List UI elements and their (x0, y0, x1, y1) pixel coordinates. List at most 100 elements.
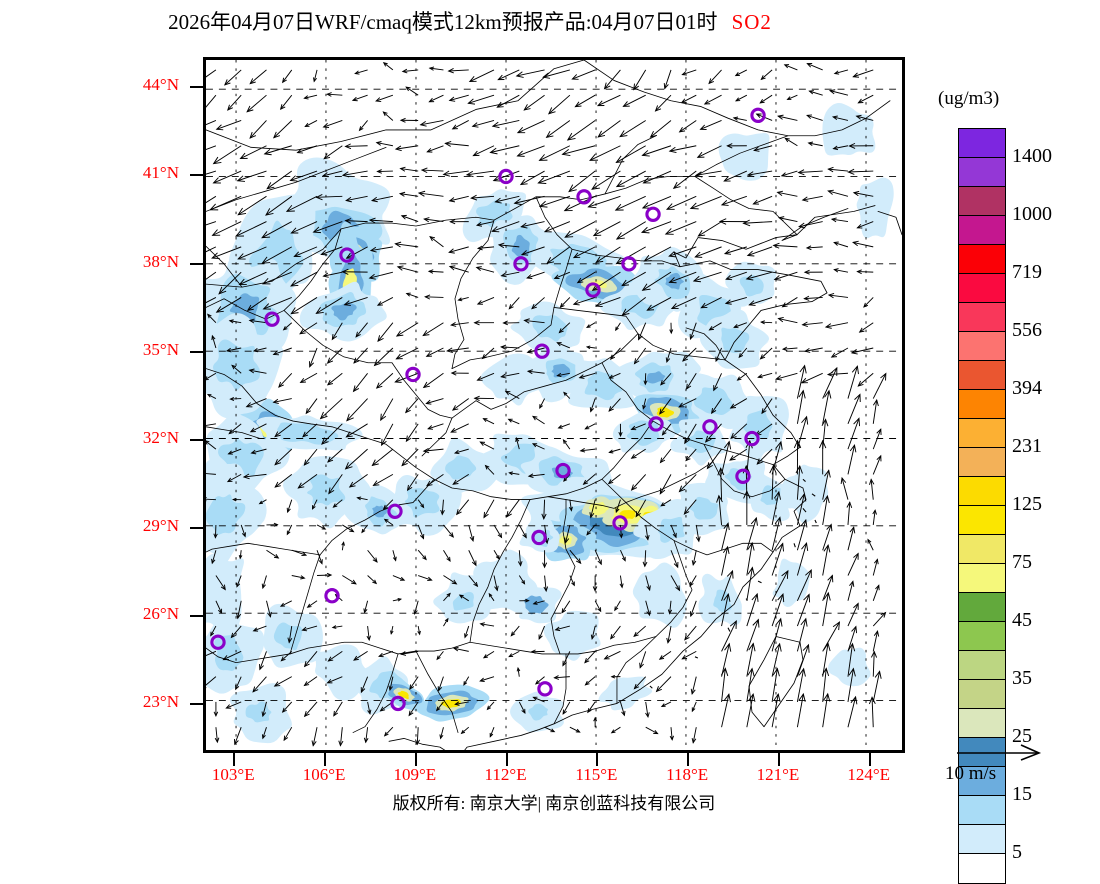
wind-vector-arrow (660, 474, 671, 493)
wind-vector-arrow (378, 323, 393, 341)
lat-tick-mark (190, 263, 203, 265)
wind-vector-arrow (419, 191, 443, 196)
wind-vector-arrow (304, 95, 317, 99)
wind-vector-arrow (519, 525, 526, 538)
wind-vector-arrow (782, 171, 798, 176)
wind-vector-arrow (670, 146, 696, 153)
wind-vector-arrow (327, 93, 342, 97)
wind-vector-arrow (443, 550, 450, 561)
wind-vector-arrow (609, 449, 620, 453)
city-marker[interactable] (647, 208, 659, 220)
wind-vector-arrow (490, 727, 494, 737)
wind-vector-arrow (393, 550, 396, 560)
coastal-island-4 (794, 543, 795, 547)
colorbar-band-8 (959, 361, 1005, 390)
colorbar-tick-394: 394 (1012, 378, 1042, 398)
wind-vector-arrow (443, 525, 453, 537)
wind-vector-arrow (368, 550, 377, 562)
wind-vector-arrow (620, 576, 623, 588)
wind-vector-arrow (353, 95, 368, 101)
wind-vector-arrow (774, 243, 798, 248)
wind-vector-arrow (509, 651, 519, 656)
wind-vector-arrow (667, 626, 671, 643)
wind-vector-arrow (283, 70, 292, 82)
wind-vector-arrow (761, 321, 772, 324)
wind-vector-arrow (430, 237, 443, 247)
wind-vector-arrow (347, 399, 368, 421)
wind-vector-arrow (798, 170, 822, 175)
wind-vector-arrow (787, 95, 797, 99)
wind-vector-arrow (590, 146, 620, 161)
wind-vector-arrow (376, 95, 393, 101)
wind-vector-arrow (734, 117, 747, 120)
wind-vector-arrow (873, 613, 885, 626)
concentration-contour-5 (598, 677, 652, 711)
wind-vector-arrow (680, 120, 697, 131)
colorbar-band-7 (959, 332, 1005, 361)
colorbar-band-13 (959, 506, 1005, 535)
wind-vector-arrow (587, 323, 595, 328)
wind-vector-arrow (418, 550, 426, 559)
wind-vector-arrow (785, 138, 797, 145)
wind-vector-arrow (217, 120, 241, 129)
wind-vector-arrow (682, 70, 696, 75)
wind-vector-arrow (452, 371, 469, 375)
colorbar-band-1 (959, 158, 1005, 187)
wind-vector-arrow (440, 727, 444, 738)
wind-vector-arrow (532, 650, 545, 653)
colorbar-tick-35: 35 (1012, 668, 1032, 688)
lon-tick-label-106: 106°E (284, 765, 364, 785)
lon-tick-mark (506, 753, 508, 766)
wind-vector-arrow (722, 196, 747, 205)
wind-vector-arrow (611, 626, 621, 639)
colorbar-band-2 (959, 187, 1005, 216)
colorbar-tick-231: 231 (1012, 436, 1042, 456)
coastal-island-9 (650, 686, 652, 688)
wind-vector-arrow (873, 429, 881, 449)
colorbar-tick-556: 556 (1012, 320, 1042, 340)
wind-vector-arrow (403, 69, 418, 73)
wind-vector-arrow (524, 95, 544, 110)
wind-vector-arrow (569, 171, 595, 192)
wind-vector-arrow (554, 676, 569, 680)
wind-vector-arrow (873, 631, 878, 651)
wind-vector-arrow (214, 171, 242, 183)
wind-vector-arrow (585, 651, 595, 662)
wind-vector-arrow (805, 270, 823, 274)
wind-vector-arrow (206, 70, 216, 81)
wind-vector-arrow (562, 601, 570, 613)
wind-vector-arrow (698, 146, 722, 158)
colorbar-band-6 (959, 303, 1005, 332)
wind-vector-arrow (423, 323, 443, 336)
wind-vector-arrow (478, 297, 494, 304)
wind-vector-arrow (598, 95, 620, 105)
wind-vector-arrow (225, 70, 241, 85)
wind-vector-arrow (214, 146, 242, 164)
wind-vector-arrow (797, 619, 807, 652)
wind-vector-arrow (873, 456, 881, 475)
wind-vector-arrow (317, 573, 331, 577)
wind-vector-arrow (695, 247, 721, 258)
wind-vector-arrow (761, 348, 773, 359)
city-marker[interactable] (539, 683, 551, 695)
forecast-map[interactable] (203, 57, 905, 753)
wind-vector-arrow (381, 399, 393, 421)
coastal-island-3 (815, 520, 816, 523)
wind-vector-arrow (858, 373, 873, 386)
wind-scale-key: 10 m/s (945, 743, 1095, 793)
wind-vector-arrow (709, 70, 721, 83)
coastal-island-7 (728, 628, 730, 632)
wind-vector-arrow (467, 171, 494, 177)
wind-vector-arrow (632, 474, 646, 490)
wind-vector-arrow (372, 449, 393, 465)
wind-vector-arrow (612, 727, 621, 733)
lon-tick-label-118: 118°E (647, 765, 727, 785)
wind-vector-arrow (829, 293, 848, 297)
wind-vector-arrow (869, 697, 875, 727)
wind-vector-arrow (802, 373, 823, 383)
wind-vector-arrow (797, 391, 805, 424)
wind-vector-arrow (664, 70, 671, 89)
wind-vector-arrow (396, 348, 418, 359)
city-marker[interactable] (407, 368, 419, 380)
wind-vector-arrow (364, 727, 368, 742)
